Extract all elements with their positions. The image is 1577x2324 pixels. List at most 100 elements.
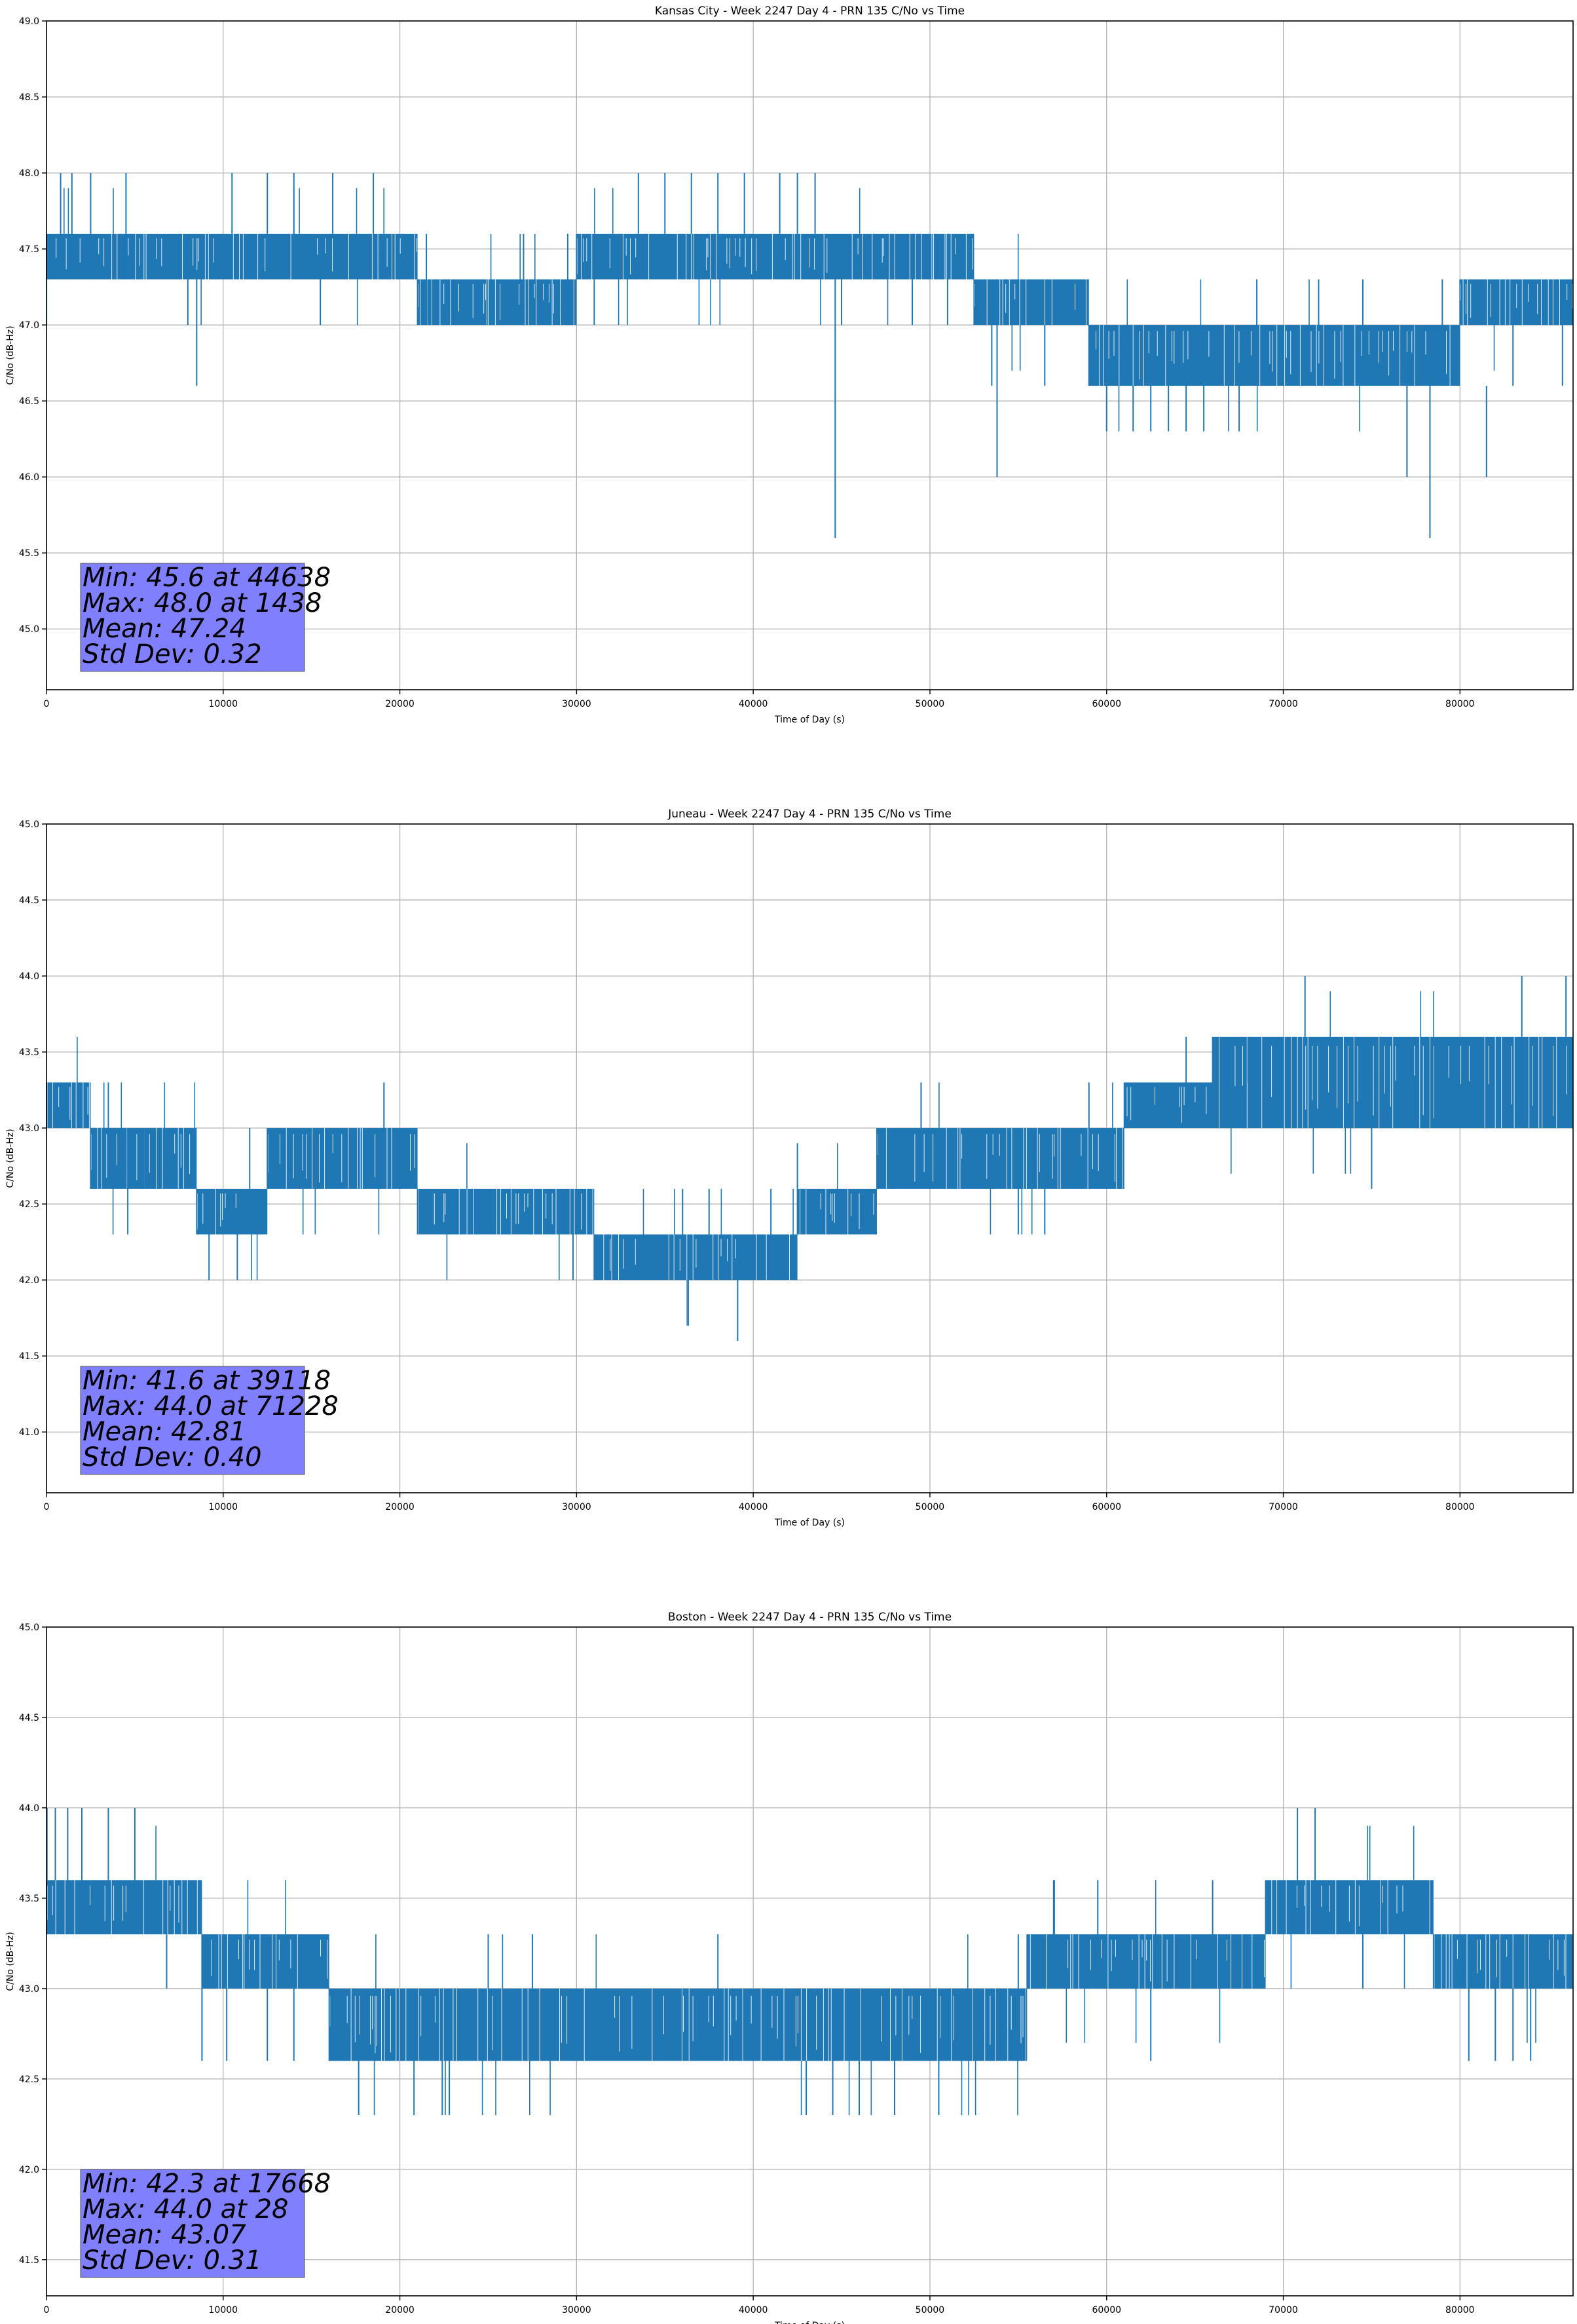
signal-texture bbox=[1030, 1934, 1265, 1989]
signal-band bbox=[576, 233, 974, 280]
stats-box bbox=[80, 1366, 305, 1475]
stats-line: Min: 42.3 at 17668 bbox=[83, 2169, 331, 2199]
x-tick-label: 40000 bbox=[739, 699, 768, 709]
y-tick-label: 44.5 bbox=[19, 895, 39, 906]
signal-texture bbox=[329, 1988, 1026, 2061]
x-tick-label: 50000 bbox=[916, 699, 945, 709]
signal-transitions bbox=[642, 1188, 794, 1326]
y-tick-label: 42.0 bbox=[19, 1275, 39, 1286]
x-tick-label: 50000 bbox=[916, 1502, 945, 1512]
signal-transitions bbox=[1011, 233, 1021, 371]
signal-transitions bbox=[490, 233, 536, 280]
y-tick-label: 44.0 bbox=[19, 1803, 39, 1814]
signal-transitions bbox=[1118, 279, 1360, 432]
y-tick-label: 41.5 bbox=[19, 1351, 39, 1362]
chart-title: Kansas City - Week 2247 Day 4 - PRN 135 … bbox=[655, 5, 965, 18]
signal-transitions bbox=[1054, 1880, 1221, 2043]
x-tick-label: 70000 bbox=[1269, 699, 1298, 709]
signal-transitions bbox=[1231, 991, 1434, 1174]
stats-line: Std Dev: 0.40 bbox=[83, 1442, 262, 1472]
signal-transitions bbox=[251, 1234, 258, 1281]
x-tick-label: 60000 bbox=[1092, 2305, 1121, 2315]
signal-texture bbox=[1219, 1036, 1567, 1129]
signal-band bbox=[1124, 1082, 1213, 1129]
x-tick-label: 80000 bbox=[1445, 699, 1475, 709]
x-axis-label: Time of Day (s) bbox=[774, 2321, 845, 2324]
y-tick-label: 41.0 bbox=[19, 1427, 39, 1438]
y-tick-label: 46.0 bbox=[19, 472, 39, 483]
stats-box bbox=[80, 2169, 305, 2278]
x-tick-label: 0 bbox=[44, 2305, 50, 2315]
signal-transitions bbox=[103, 1082, 196, 1235]
chart-title: Boston - Week 2247 Day 4 - PRN 135 C/No … bbox=[668, 1611, 952, 1624]
stats-line: Std Dev: 0.31 bbox=[83, 2245, 262, 2276]
axes-frame bbox=[46, 20, 1574, 690]
y-tick-label: 44.0 bbox=[19, 971, 39, 982]
signal-band bbox=[329, 1988, 1028, 2061]
signal-texture bbox=[603, 1234, 790, 1281]
y-tick-label: 44.5 bbox=[19, 1713, 39, 1723]
x-tick-label: 10000 bbox=[209, 1502, 238, 1512]
y-tick-label: 45.0 bbox=[19, 1622, 39, 1633]
chart-panel-1: 0 10000 20000 30000 40000 50000 60000 70000 8000… bbox=[5, 5, 1574, 725]
stats-line: Std Dev: 0.32 bbox=[83, 639, 262, 669]
x-tick-label: 30000 bbox=[562, 2305, 591, 2315]
y-tick-label: 45.0 bbox=[19, 624, 39, 635]
signal-band bbox=[797, 1188, 878, 1235]
signal-texture bbox=[211, 1934, 328, 1989]
x-tick-label: 30000 bbox=[562, 1502, 591, 1512]
signal-band bbox=[46, 1880, 202, 1935]
x-axis-label: Time of Day (s) bbox=[774, 1518, 845, 1528]
y-axis-label: C/No (dB-Hz) bbox=[5, 1932, 16, 1991]
x-tick-label: 50000 bbox=[916, 2305, 945, 2315]
stats-line: Min: 45.6 at 44638 bbox=[83, 563, 331, 593]
signal-band bbox=[877, 1128, 1124, 1189]
stats-line: Mean: 43.07 bbox=[83, 2220, 246, 2250]
stats-box bbox=[80, 563, 305, 672]
x-tick-label: 70000 bbox=[1269, 1502, 1298, 1512]
signal-transitions bbox=[938, 1082, 1113, 1235]
chart-panel-3: 0 10000 20000 30000 40000 50000 60000 70000 8000… bbox=[5, 1611, 1574, 2324]
y-tick-label: 45.5 bbox=[19, 548, 39, 559]
signal-texture bbox=[418, 1188, 593, 1235]
x-tick-label: 20000 bbox=[385, 699, 415, 709]
signal-band bbox=[1088, 325, 1460, 386]
x-tick-label: 70000 bbox=[1269, 2305, 1298, 2315]
x-tick-label: 10000 bbox=[209, 2305, 238, 2315]
y-tick-label: 46.5 bbox=[19, 396, 39, 407]
x-tick-label: 40000 bbox=[739, 2305, 768, 2315]
signal-transitions bbox=[446, 1143, 560, 1281]
stats-line: Max: 48.0 at 1438 bbox=[83, 588, 322, 618]
y-tick-label: 42.5 bbox=[19, 2074, 39, 2085]
signal-band bbox=[196, 1188, 268, 1235]
x-tick-label: 80000 bbox=[1445, 2305, 1475, 2315]
signal-transitions bbox=[1290, 1826, 1415, 1989]
x-tick-label: 10000 bbox=[209, 699, 238, 709]
stats-line: Mean: 47.24 bbox=[83, 614, 246, 644]
x-axis-label: Time of Day (s) bbox=[774, 715, 845, 725]
y-axis-label: C/No (dB-Hz) bbox=[5, 1129, 16, 1188]
signal-band bbox=[417, 279, 577, 326]
stats-line: Max: 44.0 at 28 bbox=[83, 2194, 288, 2224]
signal-texture bbox=[1126, 1087, 1207, 1123]
x-tick-label: 20000 bbox=[385, 2305, 415, 2315]
signal-transitions bbox=[247, 1880, 286, 1935]
y-tick-label: 49.0 bbox=[19, 16, 39, 27]
stats-line: Max: 44.0 at 71228 bbox=[83, 1391, 339, 1421]
y-axis-label: C/No (dB-Hz) bbox=[5, 326, 16, 384]
y-tick-label: 45.0 bbox=[19, 819, 39, 830]
signal-transitions bbox=[302, 1188, 380, 1235]
axes-frame bbox=[46, 823, 1574, 1493]
signal-band bbox=[1433, 1934, 1573, 1989]
signal-band bbox=[267, 1128, 418, 1189]
x-tick-label: 40000 bbox=[739, 1502, 768, 1512]
signal-texture bbox=[56, 233, 417, 280]
signal-transitions bbox=[594, 188, 889, 326]
y-tick-label: 47.0 bbox=[19, 320, 39, 331]
axes-frame bbox=[46, 1626, 1574, 2296]
x-tick-label: 80000 bbox=[1445, 1502, 1475, 1512]
y-tick-label: 41.5 bbox=[19, 2255, 39, 2266]
signal-transitions bbox=[373, 1934, 1018, 2116]
y-tick-label: 43.0 bbox=[19, 1984, 39, 1995]
